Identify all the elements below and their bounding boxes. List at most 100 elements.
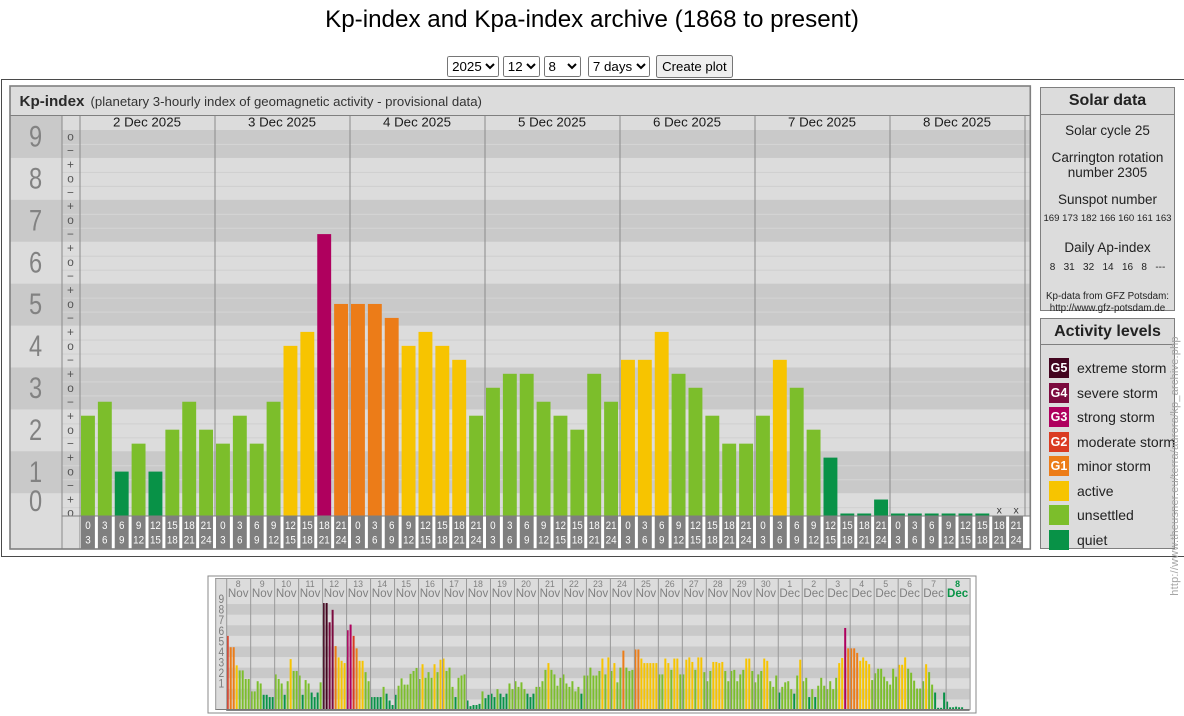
svg-text:3: 3	[102, 521, 108, 532]
svg-text:27: 27	[689, 579, 699, 589]
svg-text:8: 8	[219, 604, 225, 617]
svg-text:21: 21	[1011, 521, 1022, 532]
svg-text:Nov: Nov	[444, 587, 465, 600]
svg-text:18: 18	[167, 535, 178, 546]
svg-text:3: 3	[895, 535, 901, 546]
svg-text:22: 22	[569, 579, 579, 589]
svg-text:6: 6	[929, 521, 935, 532]
svg-text:x: x	[1013, 505, 1019, 517]
svg-text:6: 6	[642, 535, 648, 546]
svg-text:24: 24	[617, 579, 627, 589]
svg-text:6: 6	[524, 521, 530, 532]
svg-text:18: 18	[707, 535, 718, 546]
svg-text:o: o	[67, 171, 74, 185]
svg-text:6: 6	[507, 535, 513, 546]
svg-text:12: 12	[403, 535, 414, 546]
svg-text:Dec: Dec	[923, 587, 944, 600]
svg-text:23: 23	[593, 579, 603, 589]
svg-text:21: 21	[201, 521, 212, 532]
svg-text:Nov: Nov	[707, 587, 728, 600]
svg-text:3: 3	[85, 535, 91, 546]
svg-text:Nov: Nov	[492, 587, 513, 600]
svg-text:Nov: Nov	[324, 587, 345, 600]
svg-text:Nov: Nov	[683, 587, 704, 600]
svg-text:−: −	[67, 143, 74, 157]
svg-text:Dec: Dec	[779, 587, 800, 600]
svg-text:9: 9	[260, 579, 265, 589]
svg-text:18: 18	[473, 579, 483, 589]
svg-text:10: 10	[281, 579, 291, 589]
svg-text:18: 18	[572, 535, 583, 546]
svg-text:o: o	[67, 255, 74, 269]
svg-text:24: 24	[606, 535, 617, 546]
svg-text:+: +	[67, 241, 74, 255]
svg-text:18: 18	[454, 521, 465, 532]
svg-text:12: 12	[960, 521, 971, 532]
svg-text:Nov: Nov	[755, 587, 776, 600]
svg-text:3: 3	[355, 535, 361, 546]
svg-text:+: +	[67, 493, 74, 507]
svg-text:21: 21	[471, 521, 482, 532]
svg-text:21: 21	[545, 579, 555, 589]
svg-text:15: 15	[555, 535, 566, 546]
svg-text:3: 3	[777, 521, 783, 532]
svg-text:21: 21	[589, 535, 600, 546]
svg-text:Nov: Nov	[420, 587, 441, 600]
svg-text:−: −	[67, 227, 74, 241]
svg-text:+: +	[67, 157, 74, 171]
svg-text:12: 12	[329, 579, 339, 589]
svg-text:0: 0	[29, 485, 42, 518]
svg-text:9: 9	[676, 521, 682, 532]
svg-text:0: 0	[490, 521, 496, 532]
svg-text:3: 3	[835, 579, 840, 589]
svg-text:Kp-index: Kp-index	[20, 93, 86, 110]
svg-text:21: 21	[606, 521, 617, 532]
svg-text:15: 15	[960, 535, 971, 546]
svg-text:18: 18	[319, 521, 330, 532]
svg-text:0: 0	[355, 521, 361, 532]
svg-text:6: 6	[102, 535, 108, 546]
svg-text:4: 4	[29, 330, 42, 363]
svg-text:Dec: Dec	[947, 587, 969, 600]
svg-text:15: 15	[707, 521, 718, 532]
svg-text:12: 12	[133, 535, 144, 546]
svg-text:Nov: Nov	[300, 587, 321, 600]
svg-text:6: 6	[659, 521, 665, 532]
svg-text:9: 9	[811, 521, 817, 532]
svg-text:o: o	[67, 339, 74, 353]
svg-text:−: −	[67, 353, 74, 367]
svg-text:Nov: Nov	[252, 587, 273, 600]
svg-text:3 Dec 2025: 3 Dec 2025	[248, 115, 316, 130]
svg-text:8: 8	[29, 162, 42, 195]
svg-text:26: 26	[665, 579, 675, 589]
svg-text:Dec: Dec	[827, 587, 848, 600]
svg-text:21: 21	[994, 535, 1005, 546]
svg-text:18: 18	[994, 521, 1005, 532]
svg-text:21: 21	[741, 521, 752, 532]
svg-text:9: 9	[389, 535, 395, 546]
svg-text:28: 28	[713, 579, 723, 589]
svg-text:2: 2	[29, 413, 42, 446]
svg-text:8 Dec 2025: 8 Dec 2025	[923, 115, 991, 130]
svg-text:21: 21	[184, 535, 195, 546]
svg-text:o: o	[67, 423, 74, 437]
svg-text:7: 7	[29, 204, 42, 237]
svg-text:30: 30	[761, 579, 771, 589]
svg-text:15: 15	[167, 521, 178, 532]
svg-text:20: 20	[521, 579, 531, 589]
svg-text:3: 3	[642, 521, 648, 532]
svg-text:12: 12	[285, 521, 296, 532]
svg-text:24: 24	[471, 535, 482, 546]
svg-text:Nov: Nov	[636, 587, 657, 600]
svg-text:6: 6	[254, 521, 260, 532]
svg-text:o: o	[67, 506, 74, 520]
svg-text:0: 0	[625, 521, 631, 532]
svg-text:0: 0	[85, 521, 91, 532]
svg-text:6: 6	[907, 579, 912, 589]
svg-text:Nov: Nov	[588, 587, 609, 600]
svg-text:25: 25	[641, 579, 651, 589]
svg-text:Nov: Nov	[612, 587, 633, 600]
svg-text:9: 9	[271, 521, 277, 532]
svg-text:2 Dec 2025: 2 Dec 2025	[113, 115, 181, 130]
svg-text:8: 8	[236, 579, 241, 589]
